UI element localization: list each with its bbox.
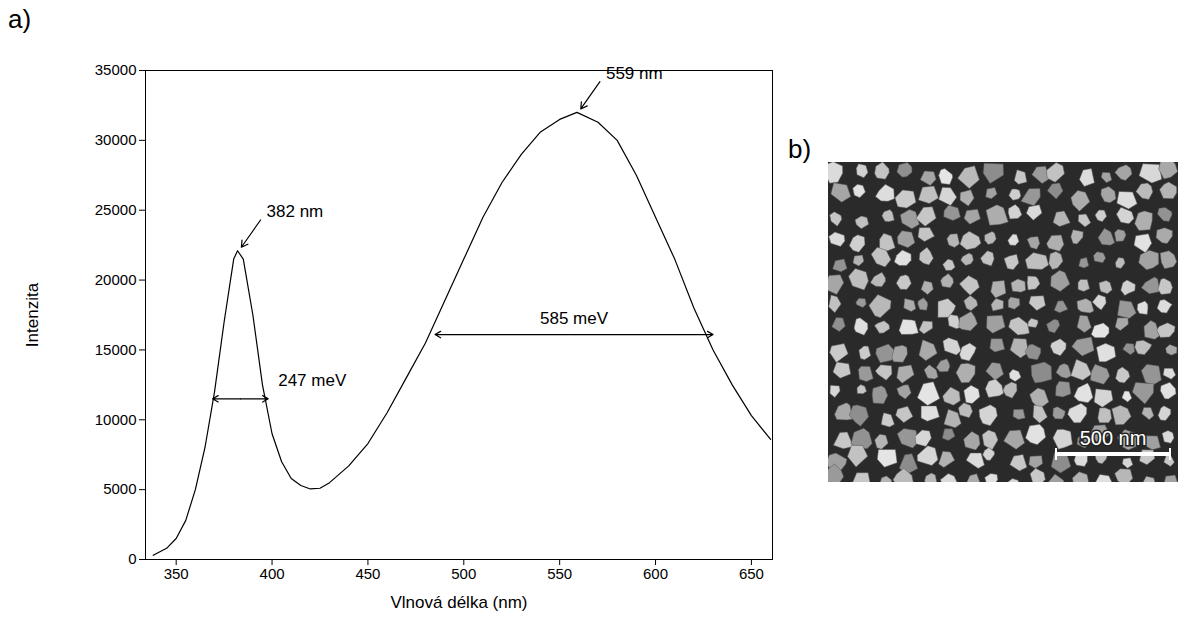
svg-text:382 nm: 382 nm — [267, 202, 324, 221]
svg-text:15000: 15000 — [95, 341, 137, 358]
svg-text:585 meV: 585 meV — [540, 309, 609, 328]
svg-text:559 nm: 559 nm — [606, 64, 663, 83]
html-text:b): b) — [788, 134, 812, 164]
svg-text:550: 550 — [547, 565, 572, 582]
svg-text:450: 450 — [355, 565, 380, 582]
svg-text:400: 400 — [260, 565, 285, 582]
svg-text:5000: 5000 — [103, 480, 136, 497]
svg-text:25000: 25000 — [95, 201, 137, 218]
svg-text:0: 0 — [128, 550, 136, 567]
svg-text:500: 500 — [451, 565, 476, 582]
svg-text:350: 350 — [164, 565, 189, 582]
svg-text:30000: 30000 — [95, 131, 137, 148]
svg-text:10000: 10000 — [95, 411, 137, 428]
svg-text:Vlnová délka (nm): Vlnová délka (nm) — [390, 593, 527, 612]
svg-text:600: 600 — [643, 565, 668, 582]
svg-text:500 nm: 500 nm — [1080, 427, 1147, 449]
svg-text:Intenzita: Intenzita — [23, 282, 42, 347]
svg-text:20000: 20000 — [95, 271, 137, 288]
html-text:a): a) — [8, 4, 32, 34]
svg-text:247 meV: 247 meV — [278, 371, 347, 390]
svg-text:35000: 35000 — [95, 61, 137, 78]
svg-text:650: 650 — [739, 565, 764, 582]
